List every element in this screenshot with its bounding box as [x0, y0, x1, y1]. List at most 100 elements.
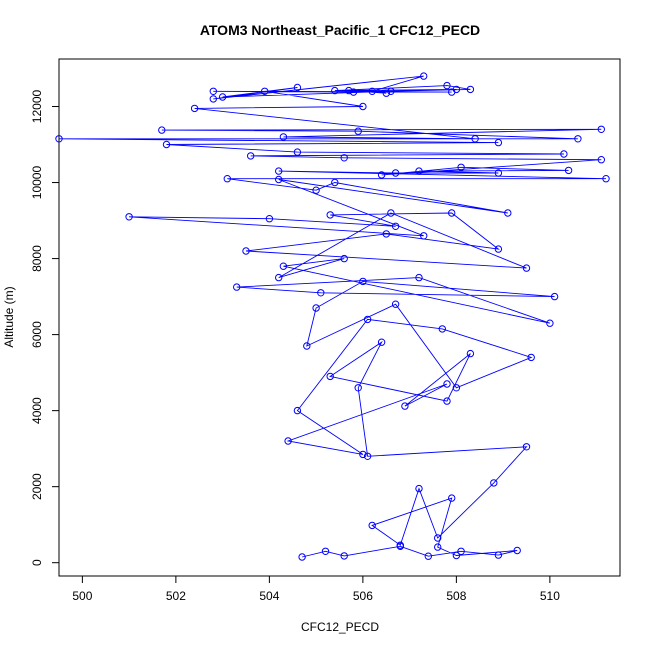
- y-tick-label: 0: [30, 559, 44, 566]
- data-point: [125, 213, 133, 221]
- x-axis-label: CFC12_PECD: [301, 620, 379, 634]
- data-point: [55, 135, 63, 143]
- data-point: [391, 169, 400, 177]
- data-point: [354, 384, 362, 392]
- data-point: [602, 175, 610, 183]
- data-point: [275, 273, 283, 282]
- data-point: [312, 304, 320, 312]
- data-point: [457, 163, 465, 172]
- data-point: [317, 289, 325, 297]
- data-point: [293, 406, 302, 415]
- data-point: [448, 494, 456, 502]
- data-point: [452, 384, 461, 392]
- y-tick-label: 10000: [30, 166, 44, 200]
- y-tick-label: 4000: [30, 397, 44, 424]
- data-point: [466, 85, 475, 94]
- data-point: [162, 140, 171, 149]
- data-point: [396, 541, 404, 549]
- data-point: [443, 380, 451, 388]
- data-point: [387, 87, 395, 96]
- data-point: [387, 209, 395, 217]
- data-point: [303, 342, 311, 350]
- data-point: [494, 551, 503, 559]
- data-point: [466, 349, 475, 358]
- data-point: [209, 95, 218, 103]
- data-point: [490, 479, 498, 487]
- data-point: [434, 534, 442, 542]
- data-point: [298, 553, 306, 561]
- y-tick-label: 2000: [30, 473, 44, 500]
- chart-title: ATOM3 Northeast_Pacific_1 CFC12_PECD: [200, 22, 480, 38]
- plot-frame: [58, 58, 621, 577]
- series-layer: [55, 72, 610, 561]
- data-point: [340, 552, 348, 560]
- data-point: [504, 209, 512, 217]
- data-point: [415, 167, 423, 175]
- data-point: [368, 521, 376, 530]
- data-point: [275, 167, 283, 175]
- y-axis: 0 2000 4000 6000 8000 10000 12000: [30, 90, 59, 566]
- data-point: [363, 452, 372, 460]
- data-point: [434, 543, 442, 551]
- data-point: [223, 175, 232, 183]
- data-point: [363, 315, 372, 324]
- data-point: [340, 254, 348, 263]
- data-point: [209, 87, 218, 96]
- x-tick-label: 500: [72, 589, 92, 603]
- data-point: [247, 152, 255, 160]
- data-point: [293, 148, 302, 156]
- data-point: [359, 102, 367, 111]
- data-point: [424, 552, 432, 560]
- data-point: [494, 245, 503, 253]
- data-point: [275, 175, 283, 184]
- x-tick-label: 506: [353, 589, 373, 603]
- data-point: [233, 283, 241, 291]
- data-point: [312, 186, 320, 194]
- data-point: [190, 104, 199, 113]
- data-point: [354, 127, 362, 135]
- data-point: [279, 133, 288, 141]
- data-point: [452, 85, 461, 94]
- data-point: [550, 292, 559, 301]
- data-point: [242, 247, 250, 255]
- data-point: [597, 125, 605, 134]
- data-point: [368, 87, 376, 96]
- data-point: [401, 402, 409, 410]
- data-point: [443, 397, 451, 405]
- y-tick-label: 6000: [30, 321, 44, 348]
- data-point: [457, 547, 465, 555]
- y-tick-label: 8000: [30, 245, 44, 272]
- data-point: [265, 215, 274, 223]
- data-point: [415, 484, 423, 493]
- data-point: [513, 546, 521, 555]
- data-point: [158, 126, 166, 134]
- data-point: [382, 89, 390, 97]
- data-point: [438, 325, 446, 333]
- data-point: [261, 87, 269, 96]
- x-tick-label: 504: [259, 589, 279, 603]
- data-point: [420, 72, 428, 80]
- data-point: [420, 232, 428, 240]
- data-point: [284, 437, 292, 445]
- data-point: [574, 135, 582, 143]
- y-tick-label: 12000: [30, 90, 44, 124]
- data-point: [349, 88, 358, 96]
- data-point: [527, 353, 535, 362]
- data-point: [522, 264, 531, 272]
- x-tick-label: 502: [166, 589, 186, 603]
- data-point: [494, 138, 503, 147]
- data-point: [597, 156, 605, 164]
- y-axis-label: Altitude (m): [2, 286, 16, 347]
- data-point: [377, 171, 386, 179]
- data-point: [326, 211, 334, 219]
- data-point: [359, 277, 367, 286]
- data-point: [331, 86, 339, 95]
- data-point: [415, 273, 423, 282]
- data-point: [279, 262, 288, 270]
- data-point: [471, 135, 479, 143]
- x-tick-label: 510: [540, 589, 560, 603]
- data-point: [560, 150, 568, 158]
- data-point: [293, 83, 302, 92]
- data-point: [331, 178, 339, 187]
- data-point: [218, 93, 227, 101]
